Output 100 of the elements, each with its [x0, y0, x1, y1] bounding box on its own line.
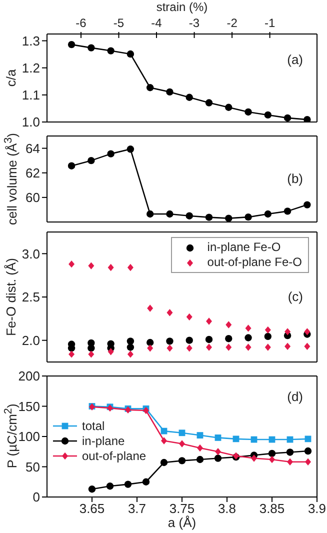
point [107, 150, 114, 158]
point [142, 478, 150, 486]
point [166, 338, 174, 345]
point [287, 458, 293, 466]
y-tick-label: 2.5 [22, 290, 40, 305]
y-tick-label: 60 [26, 190, 40, 206]
annotation: (c) [288, 289, 303, 304]
y-tick-label: 1.0 [22, 114, 40, 130]
y-tick-label: 200 [18, 368, 40, 384]
point [226, 321, 232, 328]
point [143, 406, 149, 414]
point [304, 116, 311, 122]
y-tick-label: 2.0 [22, 332, 40, 348]
point [161, 437, 167, 444]
point [214, 434, 222, 441]
y-tick-label: 1.2 [22, 60, 40, 76]
point [88, 44, 95, 52]
point [68, 40, 76, 48]
x2-axis-title: strain (%) [156, 0, 208, 14]
point [245, 324, 252, 332]
point [196, 456, 204, 464]
point [127, 264, 134, 272]
point [126, 50, 134, 58]
point [88, 350, 94, 358]
point [232, 436, 240, 442]
point [88, 262, 94, 270]
point [206, 318, 212, 325]
point [214, 454, 222, 462]
annotation: (d) [287, 388, 303, 404]
point [186, 94, 193, 101]
y-tick-label: 150 [18, 398, 40, 414]
point [166, 309, 173, 316]
legend-label: out-of-plane Fe-O [207, 255, 302, 270]
point [206, 344, 212, 351]
point [160, 458, 168, 466]
point [226, 344, 232, 351]
point [178, 457, 186, 464]
y-tick-label: 0 [32, 490, 40, 505]
point [126, 344, 134, 351]
x2-tick-label: -4 [151, 16, 162, 30]
legend-label: in-plane Fe-O [207, 240, 281, 255]
point [88, 344, 95, 352]
y-axis-title: Fe-O dist. (Å) [4, 258, 18, 336]
point [186, 212, 193, 220]
y-tick-label: 1.3 [22, 33, 40, 48]
point [126, 338, 134, 345]
point [186, 313, 192, 321]
point [244, 213, 252, 221]
point [146, 210, 154, 218]
point [196, 432, 204, 438]
x-tick-label: 3.75 [169, 501, 195, 516]
y-tick-label: 62 [26, 165, 40, 180]
point [124, 480, 132, 488]
point [106, 482, 114, 490]
point [166, 210, 174, 218]
y-tick-label: 100 [18, 429, 40, 444]
point [264, 332, 272, 340]
point [215, 448, 221, 456]
point [126, 146, 134, 153]
point [244, 334, 252, 342]
point [304, 342, 310, 350]
point [68, 260, 75, 268]
point [225, 104, 232, 111]
x2-tick-label: -6 [76, 16, 86, 30]
x-tick-label: 3.85 [259, 501, 285, 516]
x2-tick-label: -1 [264, 16, 276, 30]
x-tick-label: 3.8 [218, 501, 236, 516]
point [179, 440, 185, 448]
point [147, 304, 154, 312]
x-tick-label: 3.9 [308, 501, 326, 516]
point [284, 328, 291, 336]
point [244, 108, 252, 116]
x-tick-label: 3.65 [79, 501, 105, 516]
point [225, 214, 232, 222]
annotation: (b) [287, 171, 303, 186]
point [88, 156, 95, 164]
point [245, 344, 252, 351]
point [186, 344, 192, 352]
point [166, 344, 173, 352]
point [284, 114, 292, 122]
x2-tick-label: -2 [226, 16, 238, 30]
point [146, 338, 154, 346]
point [284, 208, 292, 215]
legend-label: out-of-plane [82, 448, 146, 464]
x2-tick-label: -5 [113, 16, 124, 30]
point [127, 350, 134, 358]
point [251, 454, 257, 462]
point [286, 448, 294, 456]
point [178, 430, 186, 436]
point [205, 336, 213, 344]
y-tick-label: 3.0 [22, 246, 40, 262]
annotation: (a) [287, 52, 303, 67]
point [225, 335, 232, 342]
y-axis-title: c/a [4, 69, 18, 87]
point [264, 344, 271, 351]
point [88, 486, 96, 493]
point [268, 450, 276, 458]
point [284, 342, 291, 350]
point [108, 264, 114, 272]
point [205, 99, 213, 106]
